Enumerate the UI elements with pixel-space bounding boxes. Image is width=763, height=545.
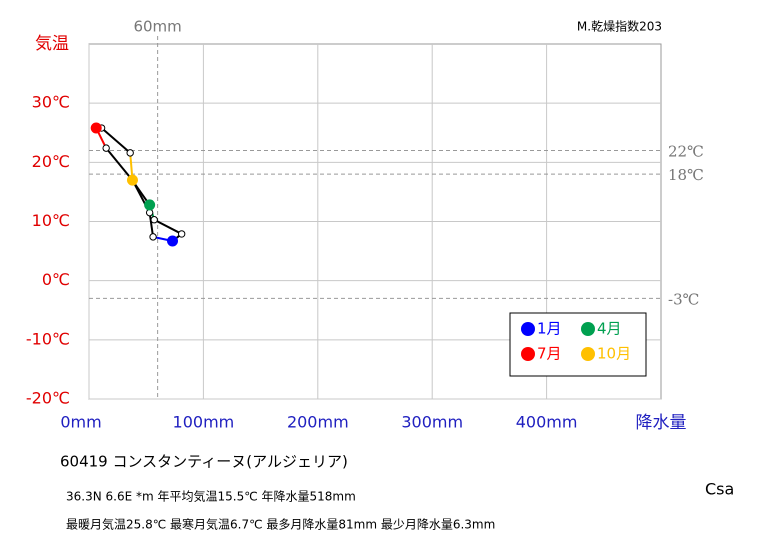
x-tick-label: 400mm	[516, 413, 578, 432]
x-tick-label: 100mm	[173, 413, 235, 432]
climate-class: Csa	[705, 480, 734, 499]
y-tick-label: -20℃	[26, 389, 70, 408]
month-point	[126, 149, 134, 157]
x-tick-label: 0mm	[60, 413, 101, 432]
legend-label: 1月	[537, 320, 562, 338]
month-point	[102, 144, 110, 152]
y-tick-label: 10℃	[32, 211, 70, 230]
month-point	[150, 216, 158, 224]
info-line: 最暖月気温25.8℃ 最寒月気温6.7℃ 最多月降水量81mm 最少月降水量6.…	[66, 517, 495, 532]
y-tick-label: -10℃	[26, 329, 70, 348]
legend	[509, 312, 647, 377]
legend-label: 4月	[597, 320, 622, 338]
legend-swatch	[581, 322, 595, 336]
legend-swatch	[521, 347, 535, 361]
highlight-point	[90, 122, 102, 134]
reference-label: -3℃	[668, 290, 699, 308]
legend-label: 7月	[537, 345, 562, 363]
x-tick-label: 200mm	[287, 413, 349, 432]
month-point	[149, 233, 157, 241]
legend-label: 10月	[597, 345, 631, 363]
month-point	[177, 230, 186, 238]
y-axis-label: 気温	[35, 34, 69, 54]
loop-segment	[105, 147, 133, 180]
y-tick-label: 20℃	[32, 152, 70, 171]
legend-swatch	[581, 347, 595, 361]
reference-label: 18℃	[668, 166, 704, 184]
reference-label: 60mm	[133, 18, 181, 36]
highlight-point	[126, 174, 138, 186]
loop-segment	[153, 218, 183, 235]
highlight-point	[167, 235, 179, 247]
loop-segment	[148, 212, 155, 238]
highlight-point	[144, 199, 156, 211]
station-name: 60419 コンスタンティーヌ(アルジェリア)	[60, 453, 348, 471]
x-tick-label: 300mm	[401, 413, 463, 432]
y-tick-label: 0℃	[42, 270, 70, 289]
info-line: 36.3N 6.6E *m 年平均気温15.5℃ 年降水量518mm	[66, 489, 356, 504]
x-axis-label: 降水量	[636, 413, 687, 433]
loop-segment	[100, 127, 131, 154]
y-tick-label: 30℃	[32, 93, 70, 112]
dryness-index: M.乾燥指数203	[577, 19, 662, 34]
legend-swatch	[521, 322, 535, 336]
reference-label: 22℃	[668, 143, 704, 161]
